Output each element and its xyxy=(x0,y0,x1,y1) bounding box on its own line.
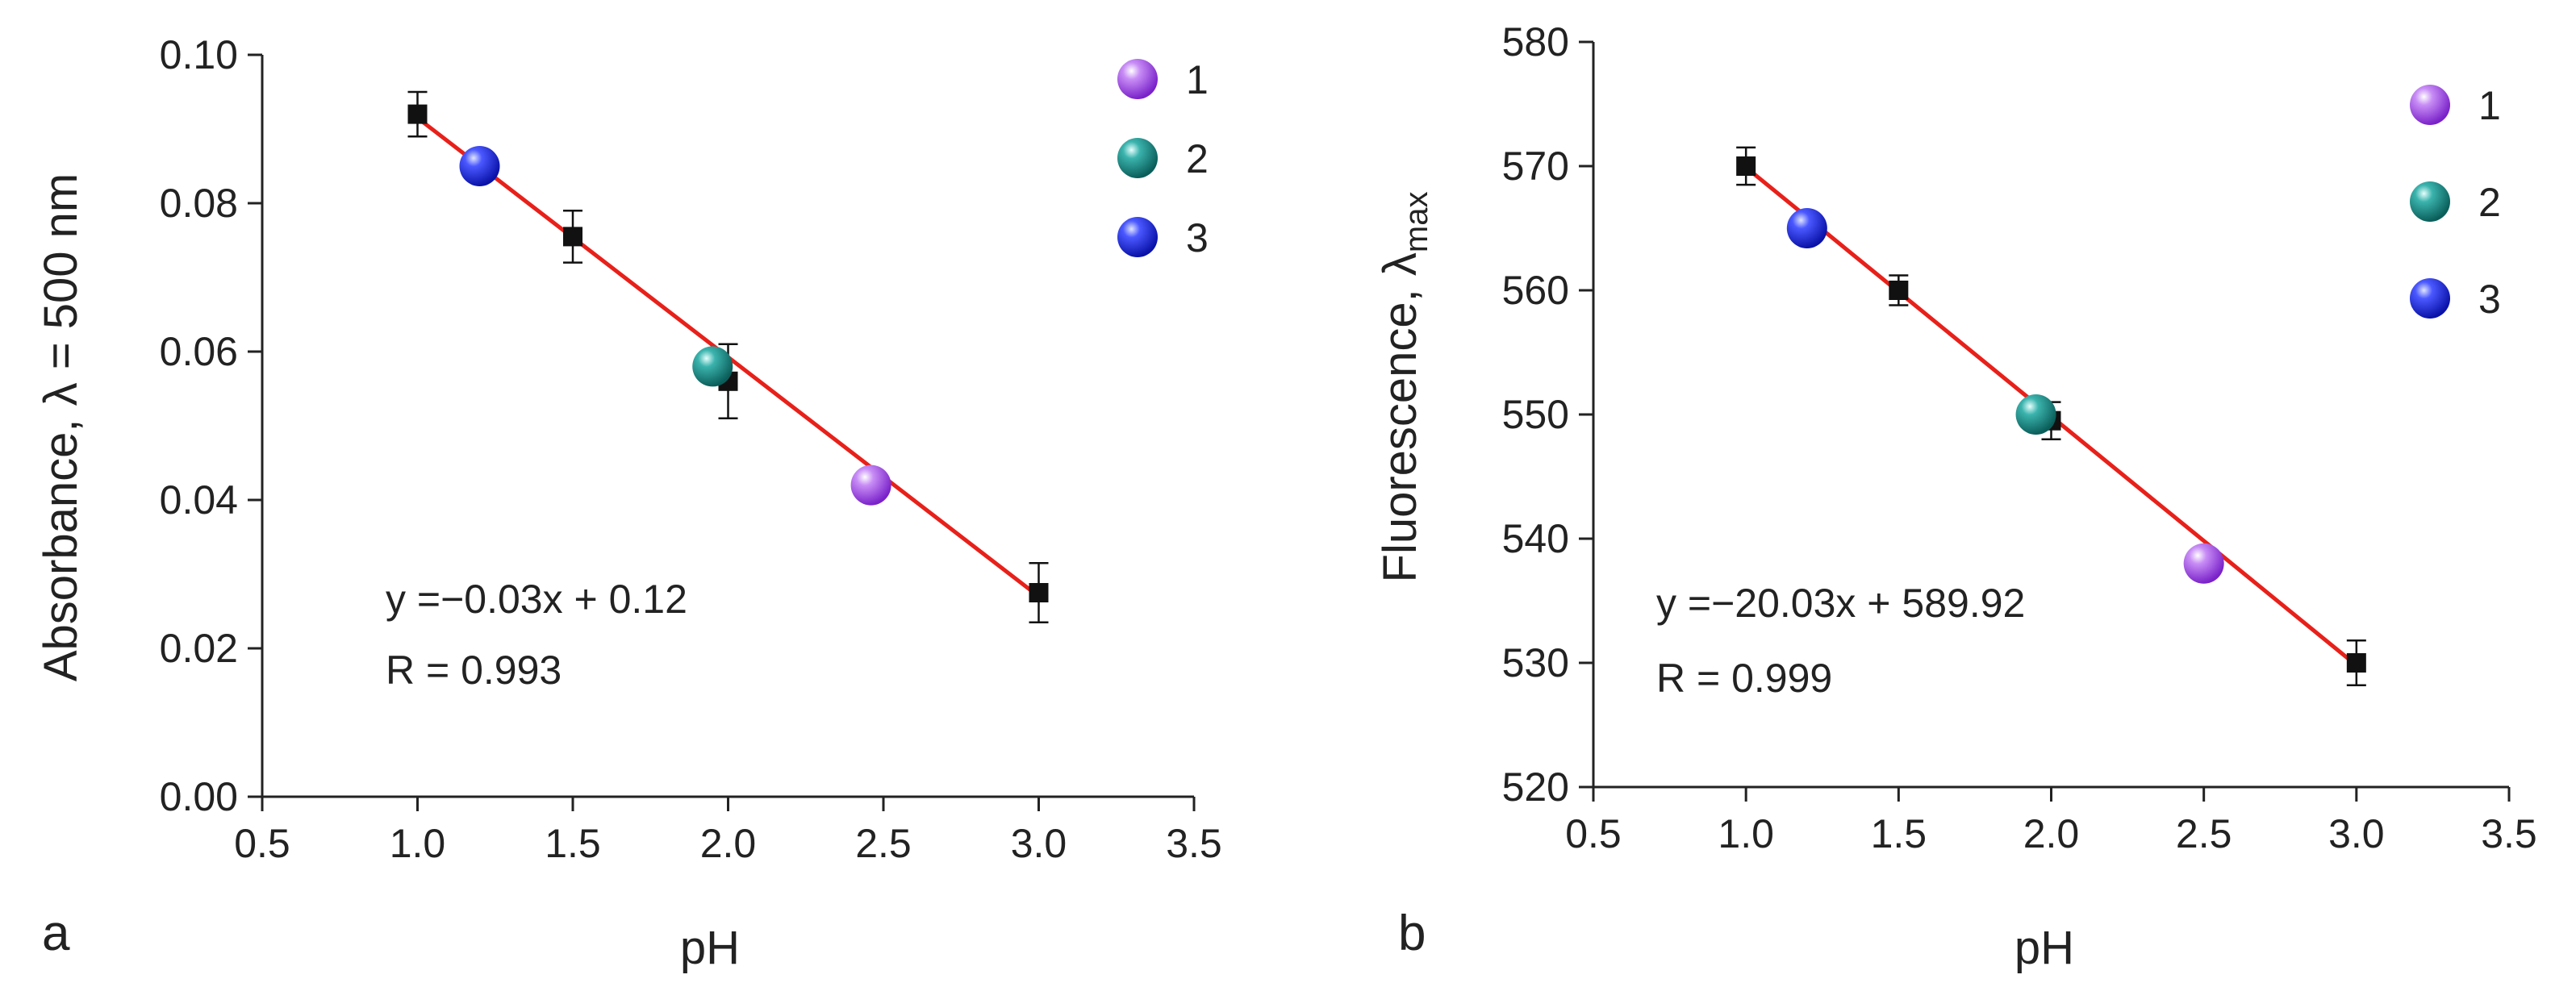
panel-b-y-tick-label: 550 xyxy=(1502,392,1569,437)
panel-b-r-value: R = 0.999 xyxy=(1656,656,1832,701)
panel-b-data-point xyxy=(1889,281,1909,300)
panel-a-sample-point-1 xyxy=(850,464,891,506)
panel-b-legend-marker-2 xyxy=(2410,181,2450,222)
panel-b-sample-point-2 xyxy=(2015,394,2056,435)
panel-a-data-point xyxy=(563,227,582,247)
panel-b-y-tick-label: 520 xyxy=(1502,764,1569,810)
panel-b-legend-label-2: 2 xyxy=(2478,180,2501,225)
panel-b-x-tick-label: 3.0 xyxy=(2328,811,2385,856)
panel-b-x-tick-label: 3.5 xyxy=(2481,811,2537,856)
panel-a-y-tick-label: 0.04 xyxy=(160,477,238,523)
panel-b-y-tick-label: 540 xyxy=(1502,516,1569,561)
panel-a-legend-label-2: 2 xyxy=(1186,136,1209,181)
panel-a-letter: a xyxy=(42,906,70,961)
panel-a-ylabel: Absorbance, λ = 500 nm xyxy=(35,173,87,681)
panel-b-letter: b xyxy=(1398,906,1426,961)
panel-a-data-point xyxy=(1029,583,1049,602)
panel-a-legend-marker-1 xyxy=(1117,59,1158,99)
panel-a-r-value: R = 0.993 xyxy=(386,648,562,693)
panel-b-y-tick-label: 560 xyxy=(1502,268,1569,313)
panel-b-legend-label-3: 3 xyxy=(2478,277,2501,322)
panel-b-x-tick-label: 1.0 xyxy=(1718,811,1774,856)
panel-b-y-tick-label: 580 xyxy=(1502,19,1569,65)
panel-b-x-tick-label: 2.5 xyxy=(2176,811,2232,856)
panel-a-legend-marker-3 xyxy=(1117,217,1158,257)
panel-b-xlabel: pH xyxy=(2014,922,2074,974)
panel-a-legend-label-3: 3 xyxy=(1186,215,1209,260)
panel-b-x-tick-label: 2.0 xyxy=(2023,811,2080,856)
panel-a-sample-point-2 xyxy=(692,346,733,387)
panel-a-y-tick-label: 0.10 xyxy=(160,32,238,77)
panel-b-ylabel-main: Fluorescence, λ xyxy=(1374,252,1426,582)
panel-b-axis-frame: 0.5 1.0 1.5 2.0 2.5 3.0 3.5 520 530 540 550 560 570 5… xyxy=(1502,19,2537,856)
panel-a-y-tick-label: 0.02 xyxy=(160,626,238,671)
panel-a-legend-marker-2 xyxy=(1117,138,1158,178)
panel-a-y-tick-label: 0.06 xyxy=(160,329,238,374)
panel-b-marks: 1 2 3 xyxy=(1736,83,2501,686)
panel-b-data-point xyxy=(1736,156,1756,176)
panel-b-ylabel-sub: max xyxy=(1399,192,1434,253)
panel-b-legend-marker-3 xyxy=(2410,278,2450,319)
panel-a-x-tick-label: 1.0 xyxy=(390,821,446,866)
panel-b-sample-point-3 xyxy=(1786,208,1827,248)
panel-a-x-tick-label: 2.5 xyxy=(855,821,912,866)
panel-a-sample-point-3 xyxy=(459,146,500,186)
panel-b: 1 2 3 0.5 1.0 1.5 2.0 2.5 3.0 3.5 520 530 540 550 560… xyxy=(1374,19,2537,974)
panel-b-x-tick-label: 0.5 xyxy=(1565,811,1622,856)
panel-a-x-tick-label: 2.0 xyxy=(700,821,757,866)
panel-b-sample-point-1 xyxy=(2183,543,2224,584)
panel-a-x-tick-label: 1.5 xyxy=(545,821,601,866)
panel-a-legend-label-1: 1 xyxy=(1186,57,1209,102)
panel-a-x-tick-label: 0.5 xyxy=(234,821,290,866)
panel-b-ylabel: Fluorescence, λmax xyxy=(1374,192,1434,583)
panel-b-data-point xyxy=(2346,653,2366,673)
panel-a-axis-frame: 0.5 1.0 1.5 2.0 2.5 3.0 3.5 0.00 0.02 0.04 0.06 0.0… xyxy=(160,32,1222,866)
panel-a-data-point xyxy=(407,104,428,124)
panel-a-y-tick-label: 0.00 xyxy=(160,774,238,819)
panel-a-xlabel: pH xyxy=(680,922,740,974)
panel-b-x-tick-label: 1.5 xyxy=(1871,811,1927,856)
panel-a-marks: 1 2 3 xyxy=(407,57,1209,624)
panel-a-x-tick-label: 3.5 xyxy=(1166,821,1222,866)
panel-b-y-tick-label: 530 xyxy=(1502,640,1569,685)
panel-a-y-tick-label: 0.08 xyxy=(160,181,238,226)
panel-b-equation: y =−20.03x + 589.92 xyxy=(1656,581,2025,626)
panel-a-equation: y =−0.03x + 0.12 xyxy=(386,577,687,622)
panel-b-legend-marker-1 xyxy=(2410,85,2450,125)
panel-b-y-tick-label: 570 xyxy=(1502,144,1569,189)
panel-b-legend-label-1: 1 xyxy=(2478,83,2501,128)
panel-a-x-tick-label: 3.0 xyxy=(1011,821,1067,866)
panel-a: 1 2 3 0.5 1.0 1.5 2.0 2.5 3.0 3.5 0.00 0.02 0.04 0.0… xyxy=(35,32,1222,974)
